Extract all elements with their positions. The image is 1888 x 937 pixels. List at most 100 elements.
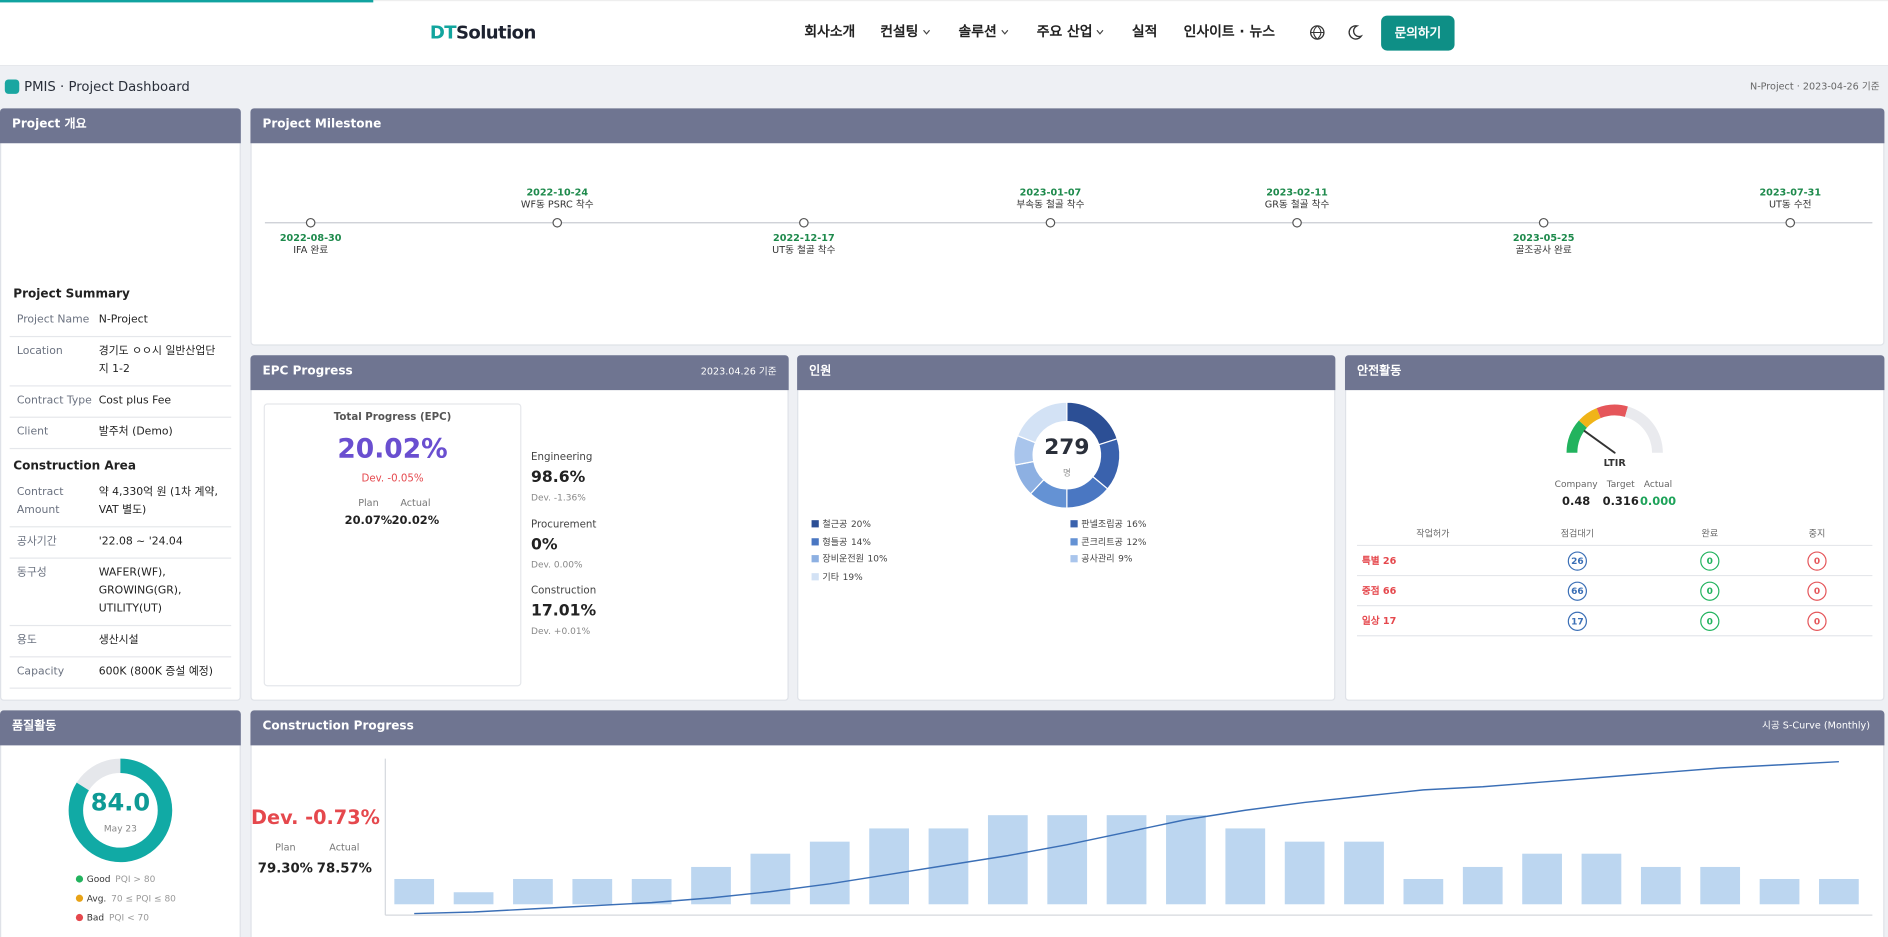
- stat-label: Actual: [1643, 478, 1673, 490]
- info-label: Contract Amount: [16, 486, 64, 517]
- legend-dot: [75, 913, 84, 922]
- bar: [1581, 853, 1622, 905]
- legend-value: 14%: [850, 536, 872, 547]
- info-label: Capacity: [16, 665, 65, 678]
- panel-header: [250, 355, 789, 391]
- legend-value: 16%: [1126, 518, 1147, 530]
- chevron: [1096, 30, 1104, 36]
- milestone-label: WF동 PSRC 착수: [520, 198, 594, 210]
- total-dev: Dev. -0.05%: [361, 473, 424, 486]
- brand-icon: [4, 79, 20, 94]
- panel: [0, 108, 241, 701]
- legend-value: 9%: [1118, 553, 1133, 565]
- ring-arc: [68, 758, 173, 863]
- quality-period: May 23: [103, 823, 137, 834]
- count: 0: [1813, 615, 1821, 627]
- info-value: N-Project: [98, 314, 148, 327]
- count: 0: [1706, 615, 1713, 627]
- legend-swatch: [1070, 520, 1078, 528]
- s-curve: [414, 760, 1839, 915]
- info-label: Client: [16, 426, 49, 439]
- nav-item[interactable]: 컨설팅: [880, 23, 930, 41]
- donut-unit: 명: [1062, 468, 1071, 478]
- count: 0: [1706, 555, 1713, 567]
- milestone-label: 부속동 철골 착수: [1016, 198, 1085, 210]
- milestone-dot: [1538, 217, 1549, 228]
- nav-item[interactable]: 실적: [1131, 23, 1158, 41]
- bar: [869, 828, 909, 905]
- legend-item: 콘크리트공 12%: [1081, 536, 1146, 547]
- info-value: WAFER(WF), GROWING(GR), UTILITY(UT): [98, 567, 182, 616]
- legend-name: 형틀공: [822, 536, 848, 547]
- info-label: Project Name: [16, 314, 90, 327]
- info-value: Cost plus Fee: [98, 394, 172, 407]
- nav-item[interactable]: 솔루션: [958, 23, 1008, 41]
- info-row: Project Name N-Project: [9, 306, 232, 338]
- panel-header: [250, 108, 1885, 144]
- nav-label: 컨설팅: [880, 23, 919, 40]
- info-value: 600K (800K 증설 예정): [98, 665, 213, 678]
- count-badge: [1807, 551, 1827, 571]
- info-row: 동구성 WAFER(WF), GROWING(GR), UTILITY(UT): [9, 559, 232, 627]
- count-badge: [1567, 611, 1588, 631]
- bar: [1225, 828, 1266, 905]
- count-badge: [1700, 611, 1720, 631]
- info-row: 용도 생산시설: [9, 626, 232, 658]
- legend-swatch: [811, 555, 819, 563]
- milestone-dot: [1045, 217, 1056, 228]
- legend-dot: [75, 894, 84, 902]
- gauge-segment: [1578, 408, 1601, 428]
- plan-label: Plan: [358, 497, 379, 509]
- row-label: 특별 26: [1361, 555, 1397, 567]
- bar: [1047, 815, 1088, 905]
- info-row: Capacity 600K (800K 증설 예정): [9, 657, 232, 689]
- nav-label: 인사이트 · 뉴스: [1183, 23, 1275, 40]
- panel-header: [250, 710, 1885, 746]
- count: 0: [1813, 555, 1821, 567]
- epc-card: [263, 403, 522, 687]
- milestone-date: 2023-02-11: [1266, 186, 1328, 198]
- info-label: Location: [16, 345, 63, 358]
- legend-item: Avg. 70 ≤ PQI ≤ 80: [87, 893, 176, 904]
- nav-item[interactable]: 주요 산업: [1037, 23, 1105, 41]
- legend-swatch: [1070, 537, 1078, 546]
- milestone-dot: [552, 217, 563, 228]
- nav-item[interactable]: 회사소개: [804, 23, 855, 41]
- bar: [1462, 866, 1503, 905]
- bar: [750, 853, 791, 905]
- part-value: 0%: [531, 535, 558, 554]
- nav-item[interactable]: 인사이트 · 뉴스: [1183, 23, 1275, 41]
- progress-line: [0, 0, 374, 3]
- legend-name: 콘크리트공: [1081, 536, 1123, 547]
- milestone-date: 2022-12-17: [773, 232, 835, 244]
- info-value: 경기도 ㅇㅇ시 일반산업단지 1-2: [98, 345, 216, 376]
- header: [0, 0, 1888, 67]
- gauge-needle: [1583, 430, 1616, 454]
- globe-lines: [1310, 25, 1324, 40]
- count-badge: [1807, 581, 1827, 601]
- milestone-date: 2022-10-24: [526, 186, 589, 198]
- legend-swatch: [811, 520, 819, 528]
- nav-label: 실적: [1131, 23, 1158, 40]
- milestone-label: UT동 철골 착수: [772, 244, 836, 256]
- info-row: Contract Amount 약 4,330억 원 (1차 계약, VAT 별도…: [9, 478, 232, 528]
- cta-button[interactable]: 문의하기: [1381, 15, 1455, 51]
- part-name: Procurement: [531, 518, 597, 531]
- gauge-segment: [1624, 406, 1663, 453]
- bar: [513, 878, 553, 905]
- legend-swatch: [811, 573, 819, 581]
- legend-rule: 70 ≤ PQI ≤ 80: [111, 892, 176, 904]
- bar: [572, 878, 613, 905]
- legend-rule: PQI > 80: [115, 873, 156, 885]
- plan-value: 79.30%: [257, 860, 313, 876]
- count: 66: [1571, 585, 1584, 597]
- milestone-dot: [799, 217, 809, 228]
- legend-name: Bad: [86, 912, 105, 923]
- bar: [928, 828, 969, 905]
- legend-item: 형틀공 14%: [822, 536, 871, 547]
- bar: [631, 878, 672, 905]
- stat-value: 0.48: [1562, 495, 1591, 509]
